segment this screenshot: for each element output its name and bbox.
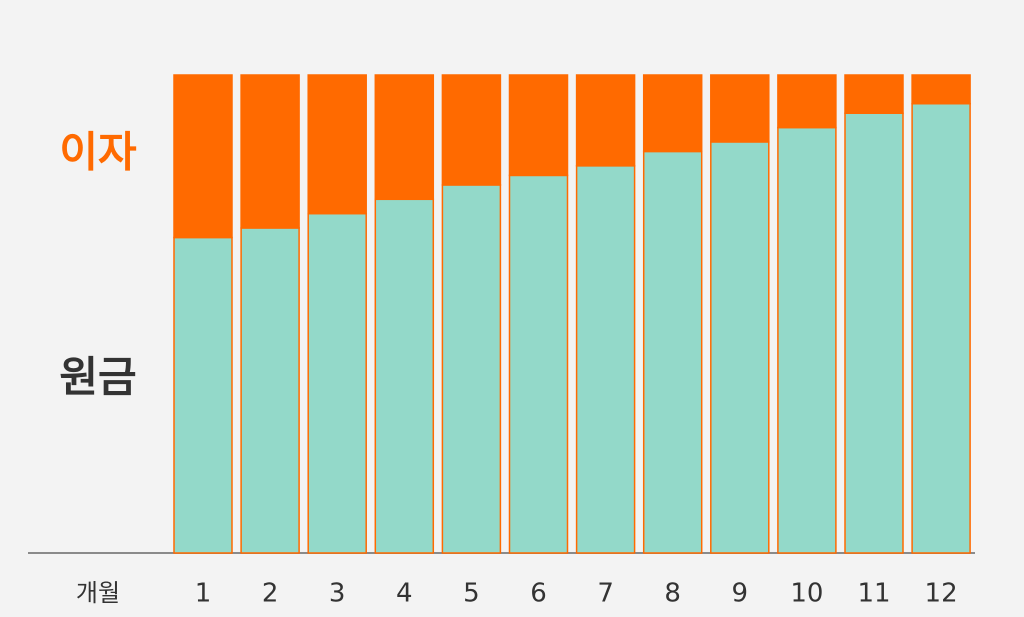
- bar-segment: [307, 212, 367, 554]
- x-tick-label: 11: [857, 579, 890, 609]
- bar-segment: [642, 150, 703, 554]
- bar-segment: [441, 74, 502, 186]
- bar-segment: [777, 126, 837, 554]
- bar-segment: [240, 227, 300, 554]
- x-tick-label: 7: [597, 579, 614, 609]
- x-tick-label: 2: [262, 579, 279, 609]
- x-tick-label: 8: [664, 579, 681, 609]
- x-tick-label: 3: [329, 579, 346, 609]
- x-axis-label: 개월: [76, 579, 120, 607]
- x-tick-label: 6: [530, 579, 547, 609]
- bar-segment: [844, 74, 904, 114]
- bar-segment: [508, 74, 569, 177]
- bar-segment: [307, 74, 367, 215]
- legend-label: 원금: [59, 353, 136, 402]
- bar-segment: [173, 236, 233, 554]
- bar-segment: [173, 74, 233, 239]
- bar-segment: [441, 184, 502, 554]
- bar-segment: [710, 74, 770, 143]
- bar-segment: [911, 74, 971, 105]
- x-tick-label: 5: [463, 579, 480, 609]
- x-tick-label: 9: [732, 579, 749, 609]
- x-tick-label: 12: [925, 579, 958, 609]
- x-tick-label: 10: [790, 579, 823, 609]
- x-tick-label: 1: [195, 579, 212, 609]
- bar-segment: [508, 174, 569, 554]
- legend-label: 이자: [59, 128, 137, 177]
- bar-segment: [374, 74, 435, 201]
- bar-segment: [777, 74, 837, 129]
- bar-segment: [642, 74, 703, 153]
- x-tick-label: 4: [396, 579, 413, 609]
- bar-segment: [575, 74, 636, 167]
- bar-segment: [710, 141, 770, 554]
- bar-segment: [374, 198, 435, 554]
- bar-segment: [575, 165, 636, 554]
- bar-segment: [911, 102, 971, 554]
- bar-segment: [240, 74, 300, 229]
- bar-segment: [844, 112, 904, 554]
